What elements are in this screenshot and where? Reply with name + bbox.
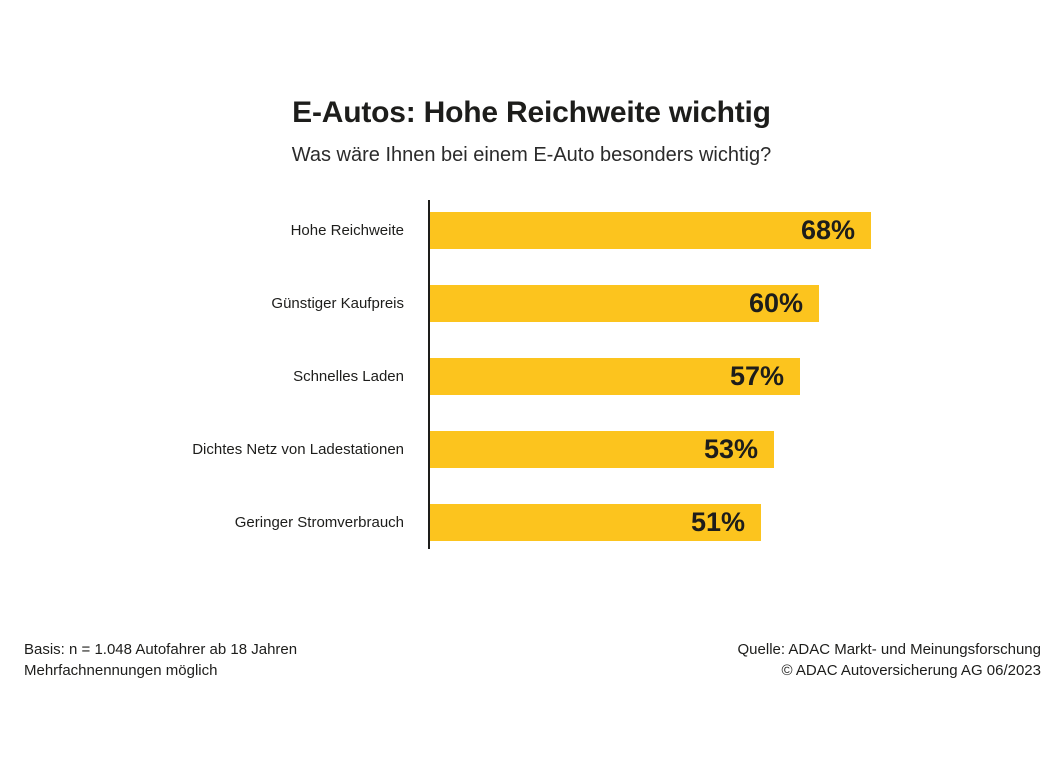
basis-note: Basis: n = 1.048 Autofahrer ab 18 Jahren… — [24, 639, 297, 681]
bar: 51% — [430, 504, 761, 541]
bar: 68% — [430, 212, 871, 249]
chart-title: E-Autos: Hohe Reichweite wichtig — [292, 96, 771, 129]
value-label: 53% — [703, 434, 758, 464]
bar: 53% — [430, 431, 774, 468]
value-label: 68% — [800, 215, 855, 245]
value-label: 57% — [729, 361, 784, 391]
source-note: Quelle: ADAC Markt- und Meinungsforschun… — [738, 639, 1041, 681]
value-label: 51% — [690, 507, 745, 537]
chart-subtitle: Was wäre Ihnen bei einem E-Auto besonder… — [291, 144, 772, 166]
basis-line: Basis: n = 1.048 Autofahrer ab 18 Jahren — [24, 641, 298, 658]
value-label: 60% — [748, 288, 803, 318]
source-line: Quelle: ADAC Markt- und Meinungsforschun… — [737, 641, 1041, 658]
multiple-mentions-line: Mehrfachnennungen möglich — [24, 662, 218, 679]
category-label: Schnelles Laden — [293, 368, 404, 385]
copyright-line: © ADAC Autoversicherung AG 06/2023 — [781, 662, 1041, 679]
category-label: Dichtes Netz von Ladestationen — [192, 441, 404, 458]
category-label: Geringer Stromverbrauch — [234, 514, 404, 531]
bar: 57% — [430, 358, 800, 395]
y-axis-line — [428, 200, 430, 549]
category-label: Günstiger Kaufpreis — [271, 295, 404, 312]
category-label: Hohe Reichweite — [290, 222, 404, 239]
bar: 60% — [430, 285, 819, 322]
